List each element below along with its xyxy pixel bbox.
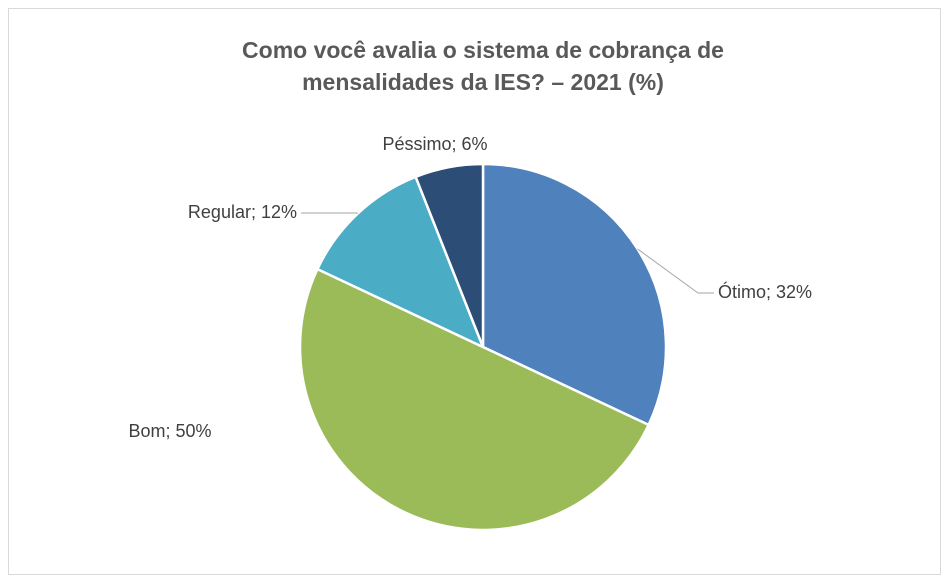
pie-slice xyxy=(414,162,485,348)
pie-slice xyxy=(298,267,651,531)
data-label: Regular; 12% xyxy=(188,202,297,222)
pie-slice xyxy=(315,175,486,350)
data-label: Ótimo; 32% xyxy=(718,281,812,302)
data-label: Bom; 50% xyxy=(128,421,211,441)
data-label: Péssimo; 6% xyxy=(382,134,487,154)
chart-title: Como você avalia o sistema de cobrança d… xyxy=(242,37,724,63)
leader-line xyxy=(301,212,359,214)
pie-slice xyxy=(481,162,668,427)
chart-title: mensalidades da IES? – 2021 (%) xyxy=(302,69,664,95)
leader-line xyxy=(637,248,714,294)
